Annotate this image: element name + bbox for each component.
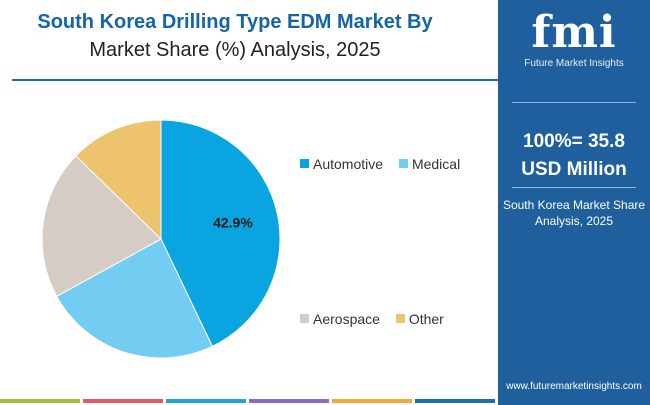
legend-swatch-automotive xyxy=(300,159,309,168)
legend-label-automotive: Automotive xyxy=(313,155,384,172)
legend-label-medical: Medical xyxy=(411,155,461,172)
pie-label-automotive: 42.9% xyxy=(213,215,253,231)
bottom-bar-segment xyxy=(249,399,329,403)
fmi-logo: fmi Future Market Insights xyxy=(512,10,636,76)
sidebar-panel: fmi Future Market Insights 100%= 35.8 US… xyxy=(498,0,650,405)
legend-label-aerospace: Aerospace xyxy=(313,310,380,327)
legend-bottom: Aerospace Other xyxy=(300,310,456,327)
bottom-bar-segment xyxy=(415,399,495,403)
legend-swatch-aerospace xyxy=(300,314,309,323)
pie-slice-aerospace xyxy=(41,155,162,298)
legend-item-automotive: Automotive xyxy=(300,156,383,172)
bottom-bar-segment xyxy=(0,399,80,403)
sidebar-divider-top xyxy=(512,102,636,103)
chart-title-line2: Market Share (%) Analysis, 2025 xyxy=(89,39,381,61)
logo-caption: Future Market Insights xyxy=(524,58,624,69)
legend-swatch-medical xyxy=(398,159,408,168)
bottom-bar-segment xyxy=(166,399,246,403)
pie-slice-automotive xyxy=(160,119,281,348)
sidebar-divider-middle xyxy=(512,187,636,188)
sidebar-subtitle-line1: South Korea Market Share xyxy=(502,198,646,212)
bottom-bar-segment xyxy=(332,399,412,403)
chart-title: South Korea Drilling Type EDM Market By … xyxy=(0,8,470,64)
legend-item-medical: Medical xyxy=(398,155,461,172)
sidebar-subtitle-line2: Analysis, 2025 xyxy=(534,214,614,228)
legend-item-aerospace: Aerospace xyxy=(300,311,380,327)
logo-wordmark: fmi xyxy=(531,7,617,58)
chart-title-line1: South Korea Drilling Type EDM Market By xyxy=(37,11,433,33)
legend-item-other: Other xyxy=(395,310,444,327)
pie-chart: 42.9% xyxy=(41,119,281,359)
bottom-color-bar xyxy=(0,399,498,405)
title-divider xyxy=(12,79,498,81)
metric-line1: 100%= 35.8 xyxy=(523,131,625,152)
pie-slice-other xyxy=(75,119,162,241)
total-market-value: 100%= 35.8 USD Million xyxy=(498,128,650,184)
metric-line2: USD Million xyxy=(521,159,627,180)
website-url[interactable]: www.futuremarketinsights.com xyxy=(506,381,642,392)
bottom-bar-segment xyxy=(83,399,163,403)
legend-swatch-other xyxy=(395,314,405,323)
pie-slice-medical xyxy=(56,238,214,359)
sidebar-subtitle: South Korea Market Share Analysis, 2025 xyxy=(498,197,650,229)
legend-top: Automotive Medical xyxy=(300,155,472,172)
legend-label-other: Other xyxy=(408,310,444,327)
